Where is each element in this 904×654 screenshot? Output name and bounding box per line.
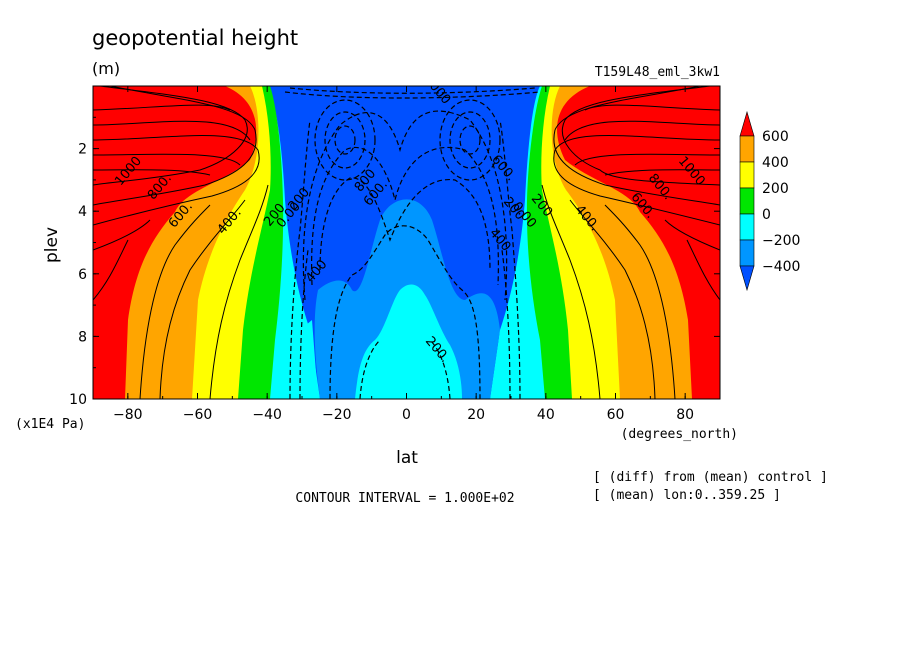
- y-axis-label: plev: [42, 227, 62, 263]
- experiment-label: T159L48_eml_3kw1: [595, 65, 720, 80]
- x-tick-label: 20: [467, 407, 485, 423]
- band-red-right: [557, 86, 720, 399]
- colorbar-swatch: [739, 213, 755, 241]
- chart-units: (m): [92, 59, 120, 78]
- band-cyan-low-right: [492, 330, 520, 399]
- x-tick-label: −40: [252, 407, 282, 423]
- x-tick-label: 0: [402, 407, 411, 423]
- colorbar-label: 0: [762, 207, 771, 223]
- note-diff: [ (diff) from (mean) control ]: [593, 470, 828, 485]
- colorbar-swatch-top: [739, 110, 755, 137]
- y-axis: 2 4 6 8 10: [69, 116, 720, 408]
- note-mean: [ (mean) lon:0..359.25 ]: [593, 488, 781, 503]
- y-tick-label: 2: [78, 142, 87, 158]
- colorbar-swatch: [739, 239, 755, 267]
- contour-interval: CONTOUR INTERVAL = 1.000E+02: [295, 491, 514, 506]
- x-tick-label: −20: [322, 407, 352, 423]
- colorbar-label: 200: [762, 181, 789, 197]
- x-tick-label: −80: [113, 407, 143, 423]
- colorbar: 600 400 200 0 −200 −400: [739, 110, 800, 292]
- colorbar-label: −200: [762, 233, 800, 249]
- x-axis: −80 −60 −40 −20 0 20 40 60 80: [92, 86, 721, 423]
- y-tick-label: 8: [78, 329, 87, 345]
- x-tick-label: 40: [537, 407, 555, 423]
- chart-title: geopotential height: [92, 26, 298, 50]
- colorbar-label: 600: [762, 129, 789, 145]
- y-axis-units: (x1E4 Pa): [15, 417, 85, 432]
- positive-contours: [93, 86, 720, 399]
- colorbar-swatch: [739, 161, 755, 189]
- y-tick-label: 10: [69, 392, 87, 408]
- x-tick-label: −60: [183, 407, 213, 423]
- colorbar-swatch: [739, 135, 755, 163]
- x-axis-label: lat: [396, 448, 418, 468]
- x-axis-units: (degrees_north): [621, 427, 738, 442]
- plot-area: 1000 800.600. 400. 2000.00200400800600.1000…: [93, 86, 720, 399]
- colorbar-label: −400: [762, 259, 800, 275]
- colorbar-label: 400: [762, 155, 789, 171]
- x-tick-label: 60: [607, 407, 625, 423]
- negative-contours: [284, 87, 541, 399]
- y-tick-label: 4: [78, 204, 87, 220]
- x-tick-label: 80: [676, 407, 694, 423]
- colorbar-swatch-bottom: [739, 265, 755, 292]
- band-cyan-center: [355, 284, 462, 399]
- colorbar-swatch: [739, 187, 755, 215]
- y-tick-label: 6: [78, 267, 87, 283]
